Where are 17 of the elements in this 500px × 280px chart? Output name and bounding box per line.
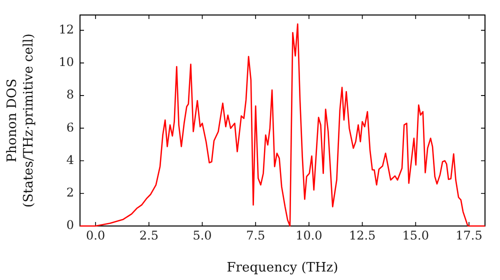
y-tick-label: 8	[66, 88, 74, 102]
x-axis-title: Frequency (THz)	[226, 260, 338, 276]
x-tick-label: 17.5	[456, 228, 482, 242]
y-tick-label: 6	[66, 120, 74, 134]
y-tick-label: 0	[66, 218, 74, 232]
x-tick-label: 5.0	[192, 228, 212, 242]
x-tick-label: 2.5	[139, 228, 158, 242]
x-tick-label: 12.5	[348, 228, 376, 242]
y-tick-label: 12	[58, 22, 74, 36]
y-axis-title: Phonon DOS (States/THz·primitive cell)	[4, 33, 37, 208]
y-tick-label: 4	[66, 152, 74, 167]
y-tick-label: 10	[58, 55, 74, 70]
x-tick-label: 7.5	[246, 228, 266, 242]
x-tick-label: 10.0	[296, 228, 322, 242]
x-tick-label: 15.0	[402, 228, 430, 242]
x-tick-label: 0.0	[86, 228, 106, 242]
y-tick-label: 2	[66, 186, 74, 200]
